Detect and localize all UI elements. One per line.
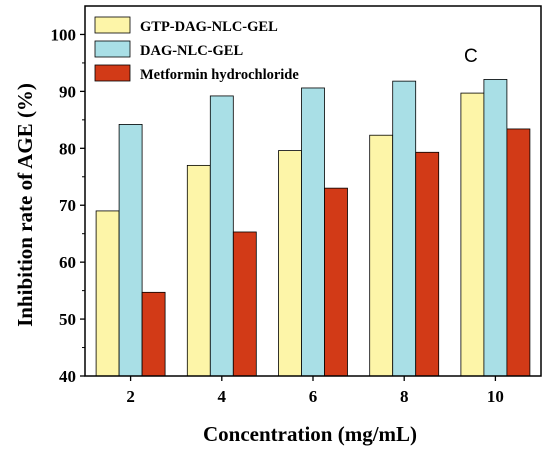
legend-swatch-gtp-dag-nlc-gel xyxy=(94,16,131,34)
bar-gtp-dag-nlc-gel-8 xyxy=(369,134,394,377)
bar-metformin-hydrochloride-4 xyxy=(232,231,257,377)
bars-layer xyxy=(95,79,531,377)
x-tick-label-10: 10 xyxy=(487,387,504,406)
legend-swatch-dag-nlc-gel xyxy=(94,40,131,58)
y-tick-label-50: 50 xyxy=(59,310,76,329)
ticks-layer: 2 4 6 8 10 40 50 60 70 80 90 100 xyxy=(51,25,504,406)
bar-gtp-dag-nlc-gel-4 xyxy=(186,164,211,377)
x-axis-title: Concentration (mg/mL) xyxy=(203,422,417,446)
bar-metformin-hydrochloride-10 xyxy=(506,128,531,377)
x-tick-label-4: 4 xyxy=(218,387,227,406)
legend-swatch-metformin-hydrochloride xyxy=(94,64,131,82)
bar-metformin-hydrochloride-8 xyxy=(415,151,440,377)
x-tick-label-2: 2 xyxy=(126,387,135,406)
bar-dag-nlc-gel-4 xyxy=(209,95,234,377)
panel-label: C xyxy=(464,46,478,67)
bar-gtp-dag-nlc-gel-6 xyxy=(278,150,302,377)
y-tick-label-80: 80 xyxy=(59,139,76,158)
bar-metformin-hydrochloride-2 xyxy=(141,291,166,377)
bar-gtp-dag-nlc-gel-10 xyxy=(460,92,485,377)
bar-dag-nlc-gel-8 xyxy=(392,80,417,377)
bar-metformin-hydrochloride-6 xyxy=(324,187,348,377)
bar-dag-nlc-gel-10 xyxy=(483,79,508,377)
bar-gtp-dag-nlc-gel-2 xyxy=(95,210,120,377)
bar-dag-nlc-gel-2 xyxy=(118,124,143,377)
x-tick-label-8: 8 xyxy=(400,387,409,406)
y-tick-label-60: 60 xyxy=(59,253,76,272)
y-tick-label-90: 90 xyxy=(59,82,76,101)
legend-label-metformin-hydrochloride: Metformin hydrochloride xyxy=(140,67,299,83)
y-tick-label-100: 100 xyxy=(51,25,77,44)
bar-dag-nlc-gel-6 xyxy=(301,87,325,377)
y-tick-label-40: 40 xyxy=(59,367,76,386)
y-axis-title: Inhibition rate of AGE (%) xyxy=(13,83,37,327)
legend: GTP-DAG-NLC-GEL DAG-NLC-GEL Metformin hy… xyxy=(94,16,299,83)
x-tick-label-6: 6 xyxy=(309,387,318,406)
y-tick-label-70: 70 xyxy=(59,196,76,215)
legend-label-gtp-dag-nlc-gel: GTP-DAG-NLC-GEL xyxy=(140,19,278,35)
legend-label-dag-nlc-gel: DAG-NLC-GEL xyxy=(140,43,243,59)
